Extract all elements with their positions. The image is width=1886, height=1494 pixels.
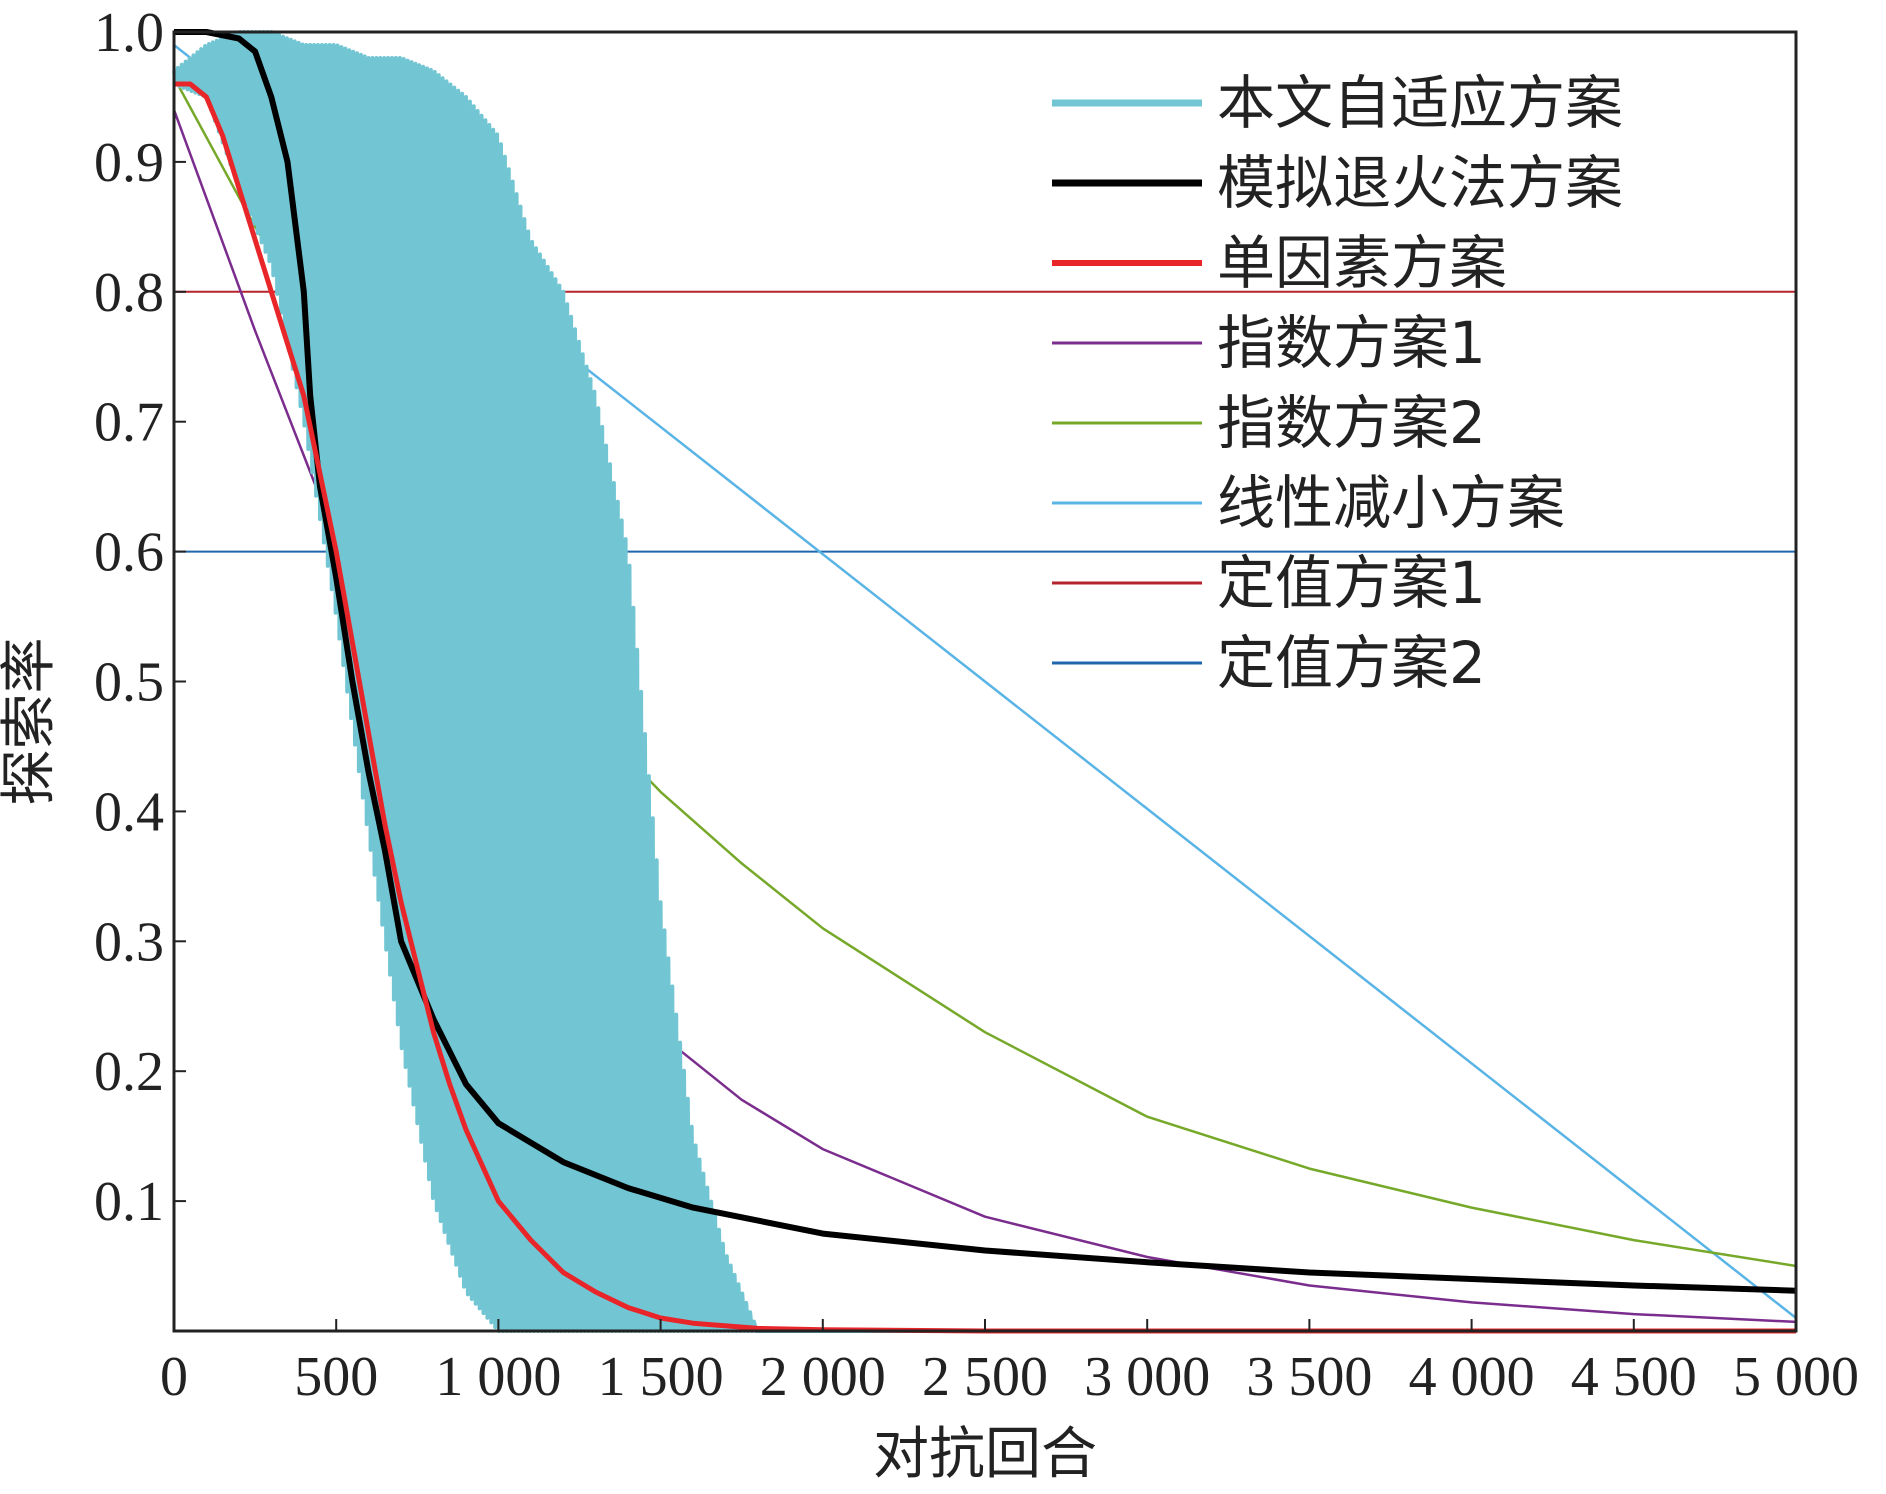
- series-3-line: [174, 81, 1796, 1334]
- legend-label: 单因素方案: [1217, 229, 1507, 297]
- x-tick-label: 1 000: [435, 1346, 561, 1408]
- y-tick-label: 1.0: [94, 2, 164, 64]
- x-axis-title: 对抗回合: [873, 1422, 1097, 1487]
- y-tick-label: 0.2: [94, 1041, 164, 1103]
- y-tick-label: 0.5: [94, 652, 164, 714]
- x-axis-ticks: 0 500 1 000 1 500 2 000 2 500 3 000 3 500 4 000 4…: [160, 1319, 1859, 1408]
- y-axis-title: 探索率: [0, 638, 62, 806]
- legend-label: 定值方案2: [1217, 629, 1486, 697]
- y-tick-label: 0.3: [94, 911, 164, 973]
- x-tick-label: 500: [294, 1346, 378, 1408]
- series-1-line: [172, 30, 1796, 1333]
- legend-label: 模拟退火法方案: [1217, 149, 1623, 217]
- x-tick-label: 3 500: [1246, 1346, 1372, 1408]
- x-tick-label: 0: [160, 1346, 188, 1408]
- series-2-line: [174, 29, 1797, 1294]
- x-tick-label: 4 000: [1409, 1346, 1535, 1408]
- x-tick-label: 2 000: [760, 1346, 886, 1408]
- y-tick-label: 0.9: [94, 132, 164, 194]
- x-tick-label: 5 000: [1733, 1346, 1859, 1408]
- y-axis-ticks: 0.1 0.2 0.3 0.4 0.5 0.6 0.7 0.8 0.9 1.0: [94, 2, 186, 1233]
- legend-label: 线性减小方案: [1217, 469, 1565, 537]
- y-tick-label: 0.7: [94, 392, 164, 454]
- x-tick-label: 2 500: [922, 1346, 1048, 1408]
- x-tick-label: 3 000: [1084, 1346, 1210, 1408]
- y-tick-label: 0.1: [94, 1171, 164, 1233]
- legend-label: 定值方案1: [1217, 549, 1486, 617]
- legend-label: 本文自适应方案: [1217, 69, 1623, 137]
- legend-label: 指数方案2: [1217, 389, 1486, 457]
- plot-series: [172, 29, 1797, 1334]
- y-tick-label: 0.6: [94, 522, 164, 584]
- y-tick-label: 0.4: [94, 781, 164, 843]
- x-tick-label: 1 500: [598, 1346, 724, 1408]
- y-tick-label: 0.8: [94, 262, 164, 324]
- legend-label: 指数方案1: [1217, 309, 1486, 377]
- x-tick-label: 4 500: [1571, 1346, 1697, 1408]
